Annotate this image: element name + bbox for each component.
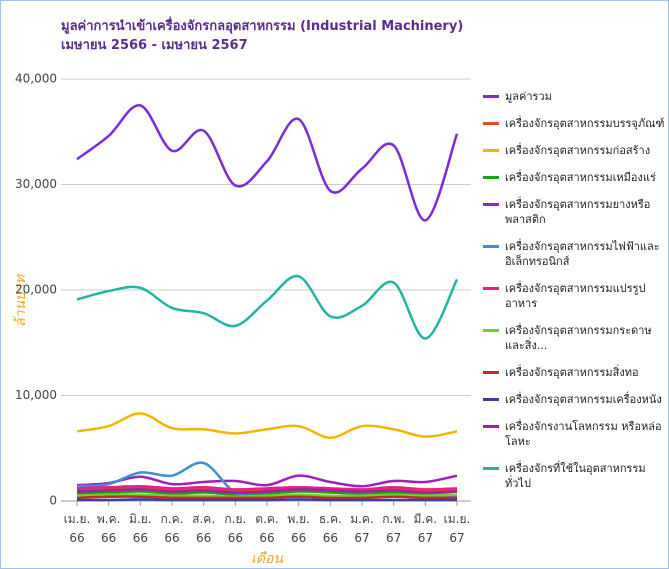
x-tick-label-line: 66 [291, 531, 306, 545]
legend-swatch [483, 329, 499, 332]
x-tick-label-line: ก.ย. [224, 512, 246, 526]
y-tick-label: 20,000 [15, 283, 57, 297]
legend-label: เครื่องจักรอุตสาหกรรมเหมืองแร่ [505, 171, 656, 184]
x-tick-label: พ.ค. 66 [97, 512, 121, 545]
legend-swatch [483, 398, 499, 401]
x-tick-label: ส.ค. 66 [192, 512, 215, 545]
x-tick-label: ธ.ค. 66 [319, 512, 342, 545]
legend-swatch [483, 149, 499, 152]
legend-item[interactable]: เครื่องจักรอุตสาหกรรมสิ่งทอ [483, 365, 665, 380]
series-line [76, 412, 458, 439]
x-tick-label-line: ส.ค. [192, 512, 215, 526]
x-tick-label-line: 66 [228, 531, 243, 545]
x-tick-label-line: 66 [133, 531, 148, 545]
x-tick-label-line: 66 [164, 531, 179, 545]
x-tick-label-line: ต.ค. [255, 512, 278, 526]
legend-item[interactable]: มูลค่ารวม [483, 89, 665, 104]
series-line [76, 495, 458, 500]
legend-item[interactable]: เครื่องจักรงานโลหกรรม หรือหล่อโลหะ [483, 419, 665, 449]
x-tick-label-line: มี.ค. [414, 512, 438, 526]
legend-label: เครื่องจักรอุตสาหกรรมไฟฟ้าและอิเล็กทรอนิ… [505, 240, 660, 268]
legend-swatch [483, 467, 499, 470]
legend-item[interactable]: เครื่องจักรอุตสาหกรรมเหมืองแร่ [483, 170, 665, 185]
x-tick-label-line: 66 [323, 531, 338, 545]
x-tick-label-line: 67 [418, 531, 433, 545]
legend-item[interactable]: เครื่องจักรอุตสาหกรรมแปรรูปอาหาร [483, 281, 665, 311]
series-line [76, 274, 459, 340]
legend-label: เครื่องจักรที่ใช้ในอุตสาหกรรมทั่วไป [505, 462, 646, 490]
x-tick-label-line: 67 [386, 531, 401, 545]
series-line [76, 104, 459, 222]
x-tick-label: เม.ย. 66 [64, 512, 91, 545]
x-tick-label-line: ธ.ค. [319, 512, 342, 526]
series-line [76, 488, 458, 494]
x-tick-label: มี.ค. 67 [414, 512, 438, 545]
legend-label: เครื่องจักรอุตสาหกรรมบรรจุภัณฑ์ [505, 117, 665, 130]
legend-item[interactable]: เครื่องจักรที่ใช้ในอุตสาหกรรมทั่วไป [483, 461, 665, 491]
legend-swatch [483, 371, 499, 374]
x-axis-label: เดือน [251, 551, 283, 567]
series-line [76, 493, 458, 499]
legend-swatch [483, 245, 499, 248]
x-tick-label-line: พ.ค. [97, 512, 121, 526]
x-tick-label-line: ก.พ. [382, 512, 405, 526]
legend-label: มูลค่ารวม [505, 90, 552, 103]
x-tick-label-line: 66 [101, 531, 116, 545]
legend-swatch [483, 203, 499, 206]
x-tick-label: ก.ค. 66 [161, 512, 184, 545]
legend-swatch [483, 425, 499, 428]
legend-label: เครื่องจักรงานโลหกรรม หรือหล่อโลหะ [505, 420, 662, 448]
y-tick-label: 10,000 [15, 388, 57, 402]
x-tick-label-line: 66 [196, 531, 211, 545]
x-tick-label-line: 67 [449, 531, 464, 545]
series-line [76, 484, 458, 491]
y-tick-label: 30,000 [15, 177, 57, 191]
legend-item[interactable]: เครื่องจักรอุตสาหกรรมกระดาษและสิ่ง... [483, 323, 665, 353]
x-tick-label: ก.พ. 67 [382, 512, 405, 545]
legend-item[interactable]: เครื่องจักรอุตสาหกรรมเครื่องหนัง [483, 392, 665, 407]
x-tick-label: มิ.ย. 66 [129, 512, 152, 545]
x-tick-label-line: 66 [69, 531, 84, 545]
x-tick-label-line: ม.ค. [350, 512, 374, 526]
x-tick-label: เม.ย. 67 [444, 512, 471, 545]
series-line [76, 474, 458, 488]
legend: มูลค่ารวมเครื่องจักรอุตสาหกรรมบรรจุภัณฑ์… [483, 89, 665, 503]
x-tick-label-line: มิ.ย. [129, 512, 152, 526]
x-tick-label: ก.ย. 66 [224, 512, 246, 545]
legend-label: เครื่องจักรอุตสาหกรรมแปรรูปอาหาร [505, 282, 646, 310]
x-tick-label-line: 66 [259, 531, 274, 545]
legend-swatch [483, 176, 499, 179]
legend-label: เครื่องจักรอุตสาหกรรมก่อสร้าง [505, 144, 651, 157]
x-tick-label-line: ก.ค. [161, 512, 184, 526]
legend-swatch [483, 95, 499, 98]
legend-item[interactable]: เครื่องจักรอุตสาหกรรมไฟฟ้าและอิเล็กทรอนิ… [483, 239, 665, 269]
legend-label: เครื่องจักรอุตสาหกรรมกระดาษและสิ่ง... [505, 324, 652, 352]
legend-swatch [483, 287, 499, 290]
series-line [76, 498, 457, 502]
x-tick-label: ต.ค. 66 [255, 512, 278, 545]
legend-item[interactable]: เครื่องจักรอุตสาหกรรมบรรจุภัณฑ์ [483, 116, 665, 131]
series-line [76, 490, 458, 496]
x-tick-label-line: เม.ย. [64, 512, 91, 526]
legend-label: เครื่องจักรอุตสาหกรรมเครื่องหนัง [505, 393, 662, 406]
y-tick-label: 40,000 [15, 72, 57, 86]
legend-label: เครื่องจักรอุตสาหกรรมยางหรือพลาสติก [505, 198, 651, 226]
legend-swatch [483, 122, 499, 125]
legend-label: เครื่องจักรอุตสาหกรรมสิ่งทอ [505, 366, 639, 379]
y-tick-label: 0 [49, 494, 57, 508]
x-tick-label-line: 67 [354, 531, 369, 545]
x-tick-label-line: เม.ย. [444, 512, 471, 526]
x-tick-label: พ.ย. 66 [287, 512, 310, 545]
y-axis-label: ล้านบาท [13, 273, 29, 327]
chart-title: มูลค่าการนำเข้าเครื่องจักรกลอุตสาหกรรม (… [61, 19, 464, 53]
x-tick-label: ม.ค. 67 [350, 512, 374, 545]
legend-item[interactable]: เครื่องจักรอุตสาหกรรมก่อสร้าง [483, 143, 665, 158]
x-tick-label-line: พ.ย. [287, 512, 310, 526]
legend-item[interactable]: เครื่องจักรอุตสาหกรรมยางหรือพลาสติก [483, 197, 665, 227]
